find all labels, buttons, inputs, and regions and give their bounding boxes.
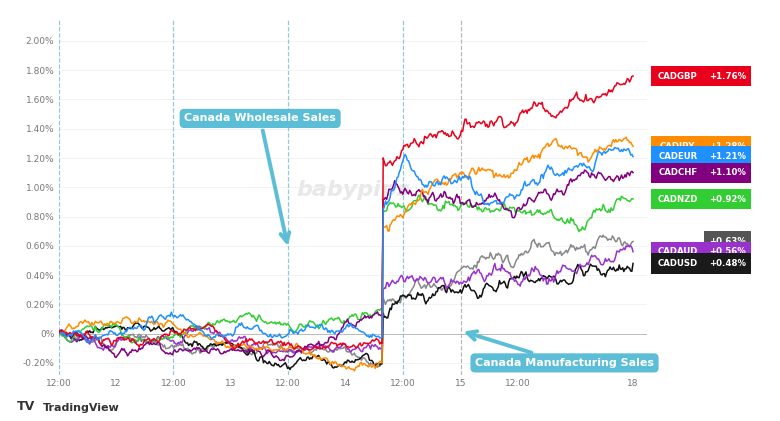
Text: CADCHF: CADCHF [658, 168, 697, 177]
Text: CADEUR: CADEUR [658, 152, 697, 161]
Text: CADAUD: CADAUD [658, 247, 698, 256]
Text: CADJPY: CADJPY [660, 142, 696, 151]
Text: +1.10%: +1.10% [709, 168, 746, 177]
Text: +1.21%: +1.21% [709, 152, 746, 161]
Text: +0.56%: +0.56% [709, 247, 746, 256]
Text: 𝗧𝗩: 𝗧𝗩 [17, 400, 35, 413]
Text: +0.92%: +0.92% [709, 195, 746, 203]
Text: CADNZD: CADNZD [658, 195, 698, 203]
Text: +1.28%: +1.28% [709, 142, 746, 151]
Text: CADGBP: CADGBP [658, 72, 697, 80]
Text: babypips: babypips [296, 180, 410, 200]
Text: +0.48%: +0.48% [709, 259, 746, 268]
Text: CADUSD: CADUSD [658, 259, 698, 268]
Text: +1.76%: +1.76% [709, 72, 746, 80]
Text: Canada Wholesale Sales: Canada Wholesale Sales [184, 113, 336, 242]
Text: +0.63%: +0.63% [709, 237, 746, 246]
Text: TradingView: TradingView [43, 403, 119, 413]
Text: Canada Manufacturing Sales: Canada Manufacturing Sales [467, 331, 654, 368]
